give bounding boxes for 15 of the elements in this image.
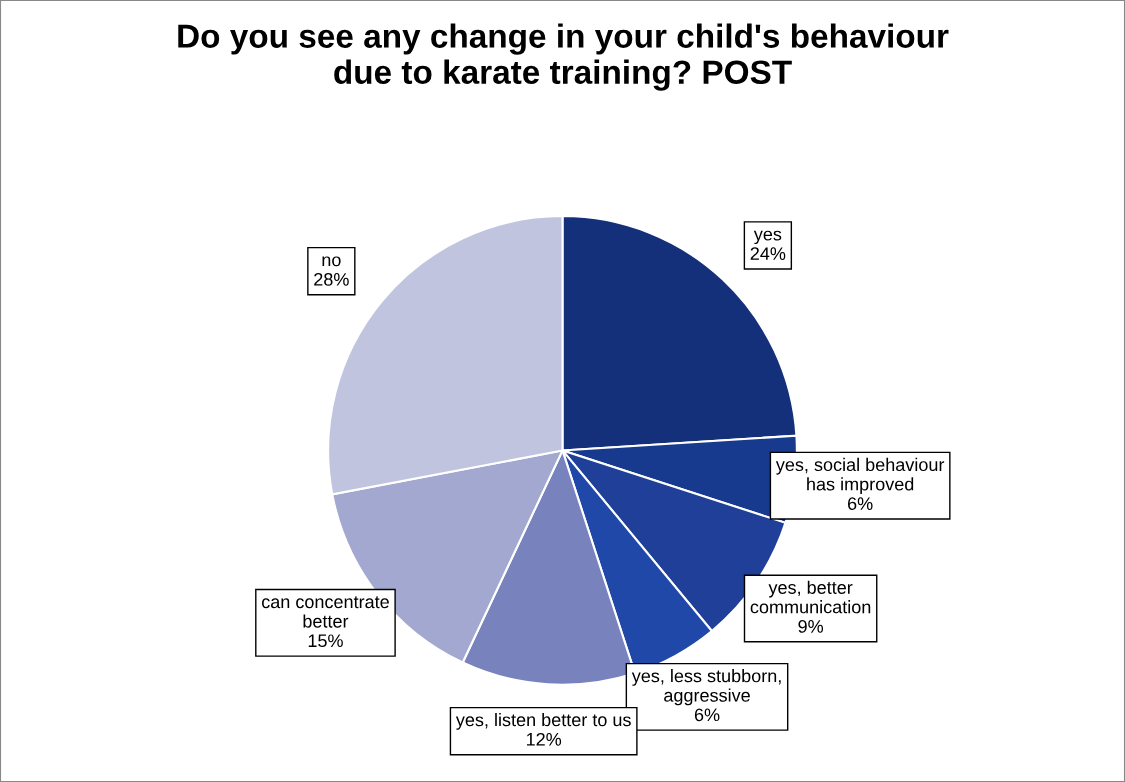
slice-label: no bbox=[322, 256, 341, 267]
slice-label: yes, better communication bbox=[750, 580, 871, 614]
slice-label: yes, social behaviour has improved bbox=[775, 457, 945, 495]
slice-label: yes bbox=[753, 230, 782, 245]
slice-label: can concentrate better bbox=[261, 596, 389, 628]
slice-label: yes, less stubborn, aggressive bbox=[631, 669, 781, 706]
data-label: 6% bbox=[694, 708, 720, 722]
data-label: 15% bbox=[308, 634, 343, 648]
data-label: 28% bbox=[314, 272, 349, 286]
data-label: 6% bbox=[848, 497, 873, 510]
data-label: 12% bbox=[526, 732, 562, 746]
data-label: 9% bbox=[798, 620, 824, 633]
data-label: 24% bbox=[750, 247, 786, 260]
chart-title: Do you see any change in your child's behaviour due to karate training? POST bbox=[178, 23, 949, 91]
slice-label: yes, listen better to us bbox=[455, 712, 631, 730]
